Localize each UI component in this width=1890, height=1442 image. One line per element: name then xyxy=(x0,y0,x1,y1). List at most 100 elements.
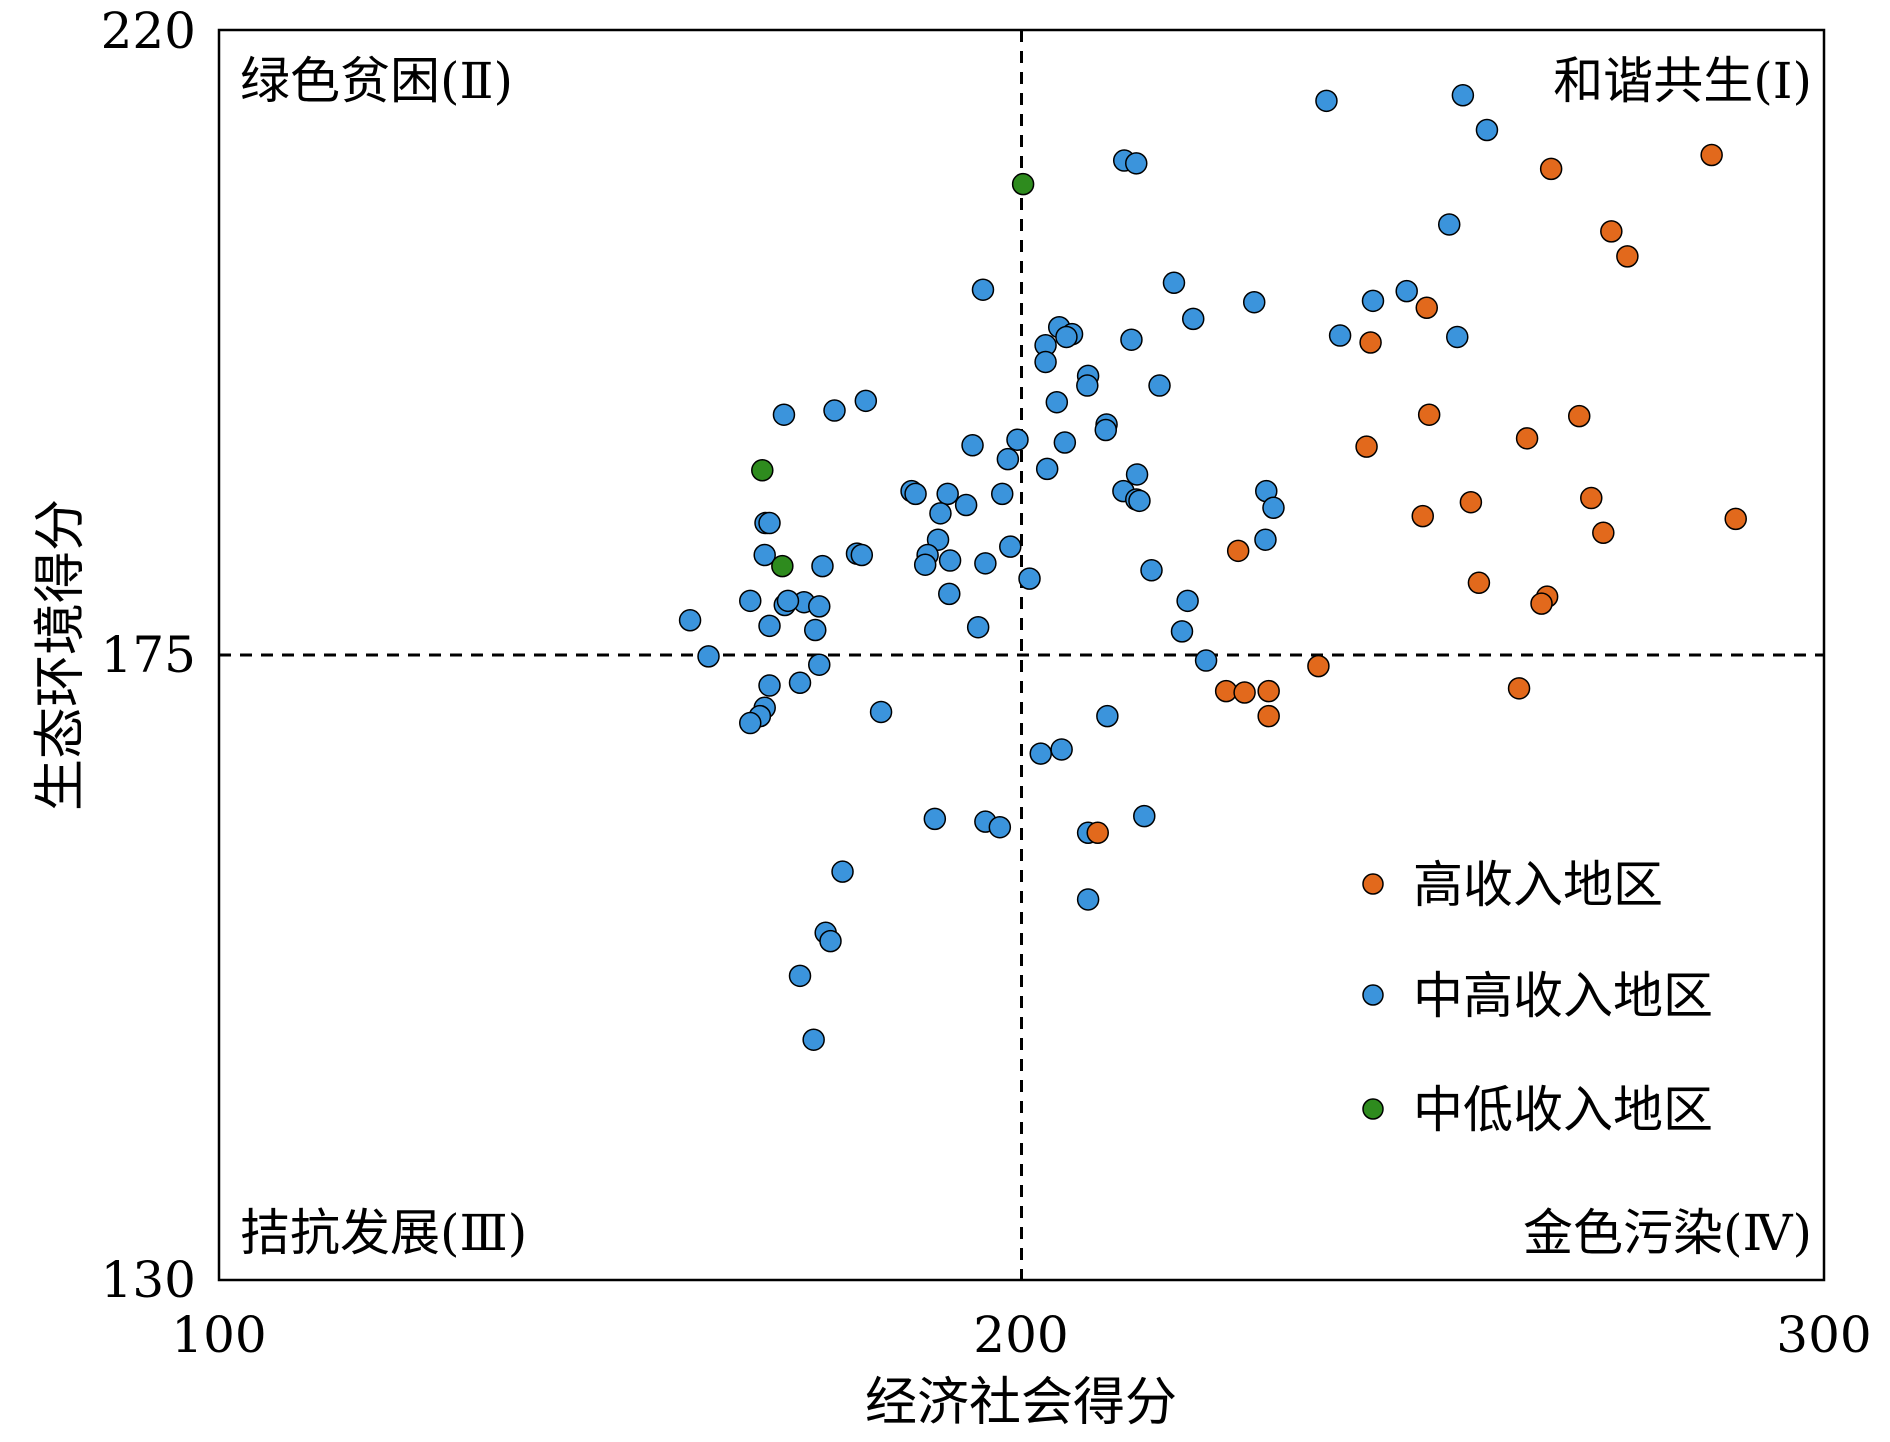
point-upper-middle-income xyxy=(1094,418,1118,442)
point-upper-middle-income xyxy=(854,389,878,413)
point-high-income xyxy=(1233,681,1256,704)
point-upper-middle-income xyxy=(1254,528,1277,551)
point-high-income xyxy=(1567,404,1591,428)
point-upper-middle-income xyxy=(988,815,1012,839)
point-upper-middle-income xyxy=(1162,271,1186,295)
point-upper-middle-income xyxy=(938,549,962,572)
point-lower-middle-income xyxy=(1011,172,1035,196)
y-axis-title: 生态环境得分 xyxy=(31,499,91,811)
point-high-income xyxy=(1580,486,1603,510)
point-high-income xyxy=(1086,821,1109,845)
point-upper-middle-income xyxy=(1148,374,1171,397)
legend-marker-high-income xyxy=(1362,873,1384,895)
point-upper-middle-income xyxy=(1128,489,1151,513)
point-upper-middle-income xyxy=(678,609,702,632)
point-upper-middle-income xyxy=(936,482,959,506)
point-high-income xyxy=(1515,427,1539,450)
point-upper-middle-income xyxy=(1446,325,1469,349)
point-upper-middle-income xyxy=(990,482,1014,506)
legend-marker-lower-middle-income xyxy=(1362,1098,1384,1120)
point-upper-middle-income xyxy=(804,618,827,642)
point-high-income xyxy=(1411,504,1434,528)
point-upper-middle-income xyxy=(1328,324,1352,347)
point-upper-middle-income xyxy=(1361,289,1385,313)
point-upper-middle-income xyxy=(808,595,831,618)
point-high-income xyxy=(1724,507,1747,531)
point-upper-middle-income xyxy=(1451,84,1475,107)
point-upper-middle-income xyxy=(1133,804,1156,828)
point-upper-middle-income xyxy=(1076,374,1099,397)
y-tick-label: 130 xyxy=(101,1251,196,1309)
point-high-income xyxy=(1507,677,1531,700)
x-axis-title: 经济社会得分 xyxy=(865,1373,1177,1433)
point-upper-middle-income xyxy=(1018,567,1041,590)
legend-label-lower-middle-income: 中低收入地区 xyxy=(1413,1081,1713,1139)
point-upper-middle-income xyxy=(1125,463,1149,486)
point-high-income xyxy=(1417,403,1441,426)
point-upper-middle-income xyxy=(1053,431,1077,454)
point-upper-middle-income xyxy=(1176,589,1199,613)
point-upper-middle-income xyxy=(739,711,762,735)
point-upper-middle-income xyxy=(1076,888,1100,911)
point-upper-middle-income xyxy=(788,671,812,695)
point-upper-middle-income xyxy=(1050,738,1073,761)
point-upper-middle-income xyxy=(1181,307,1205,331)
point-high-income xyxy=(1700,143,1723,167)
point-upper-middle-income xyxy=(1315,89,1338,113)
point-upper-middle-income xyxy=(850,543,874,567)
point-high-income xyxy=(1592,521,1615,545)
point-high-income xyxy=(1257,704,1280,728)
point-high-income xyxy=(1257,679,1280,703)
point-upper-middle-income xyxy=(1170,620,1194,643)
point-upper-middle-income xyxy=(1120,328,1143,351)
point-upper-middle-income xyxy=(1437,213,1461,236)
point-upper-middle-income xyxy=(954,493,978,517)
point-upper-middle-income xyxy=(1125,152,1148,175)
point-high-income xyxy=(1600,220,1623,243)
x-tick-label: 300 xyxy=(1776,1306,1871,1364)
point-upper-middle-income xyxy=(1034,350,1057,374)
point-upper-middle-income xyxy=(819,929,842,953)
point-upper-middle-income xyxy=(999,535,1022,558)
point-upper-middle-income xyxy=(811,554,834,578)
point-upper-middle-income xyxy=(1096,704,1119,728)
x-tick-label: 100 xyxy=(171,1306,266,1364)
point-high-income xyxy=(1616,245,1639,268)
point-upper-middle-income xyxy=(966,615,990,639)
legend-marker-upper-middle-income xyxy=(1362,984,1384,1006)
point-upper-middle-income xyxy=(926,528,950,551)
point-upper-middle-income xyxy=(1006,428,1029,451)
point-high-income xyxy=(1226,539,1250,563)
point-high-income xyxy=(1530,592,1553,615)
point-upper-middle-income xyxy=(1262,496,1285,520)
point-upper-middle-income xyxy=(1029,742,1053,765)
point-lower-middle-income xyxy=(771,554,794,578)
point-upper-middle-income xyxy=(913,553,937,576)
point-upper-middle-income xyxy=(831,860,854,883)
point-upper-middle-income xyxy=(1395,279,1418,303)
point-upper-middle-income xyxy=(1475,118,1499,142)
point-high-income xyxy=(1359,331,1382,354)
quadrant-label-bottom-right: 金色污染(Ⅳ) xyxy=(1523,1204,1812,1262)
point-upper-middle-income xyxy=(753,543,776,567)
point-upper-middle-income xyxy=(758,511,781,535)
point-upper-middle-income xyxy=(1194,649,1218,672)
legend: 高收入地区 中高收入地区 中低收入地区 xyxy=(1362,856,1713,1139)
point-upper-middle-income xyxy=(758,674,781,697)
point-upper-middle-income xyxy=(938,582,961,606)
x-tick-label: 200 xyxy=(973,1306,1068,1364)
point-upper-middle-income xyxy=(904,482,927,506)
point-upper-middle-income xyxy=(1035,457,1059,481)
point-upper-middle-income xyxy=(1045,390,1069,414)
point-upper-middle-income xyxy=(788,964,812,988)
point-upper-middle-income xyxy=(961,434,984,457)
point-upper-middle-income xyxy=(929,502,952,525)
point-high-income xyxy=(1307,654,1330,678)
point-high-income xyxy=(1355,435,1378,458)
point-upper-middle-income xyxy=(971,278,995,301)
legend-label-high-income: 高收入地区 xyxy=(1413,856,1663,914)
quadrant-label-top-left: 绿色贫困(Ⅱ) xyxy=(240,52,513,110)
point-high-income xyxy=(1459,490,1483,514)
